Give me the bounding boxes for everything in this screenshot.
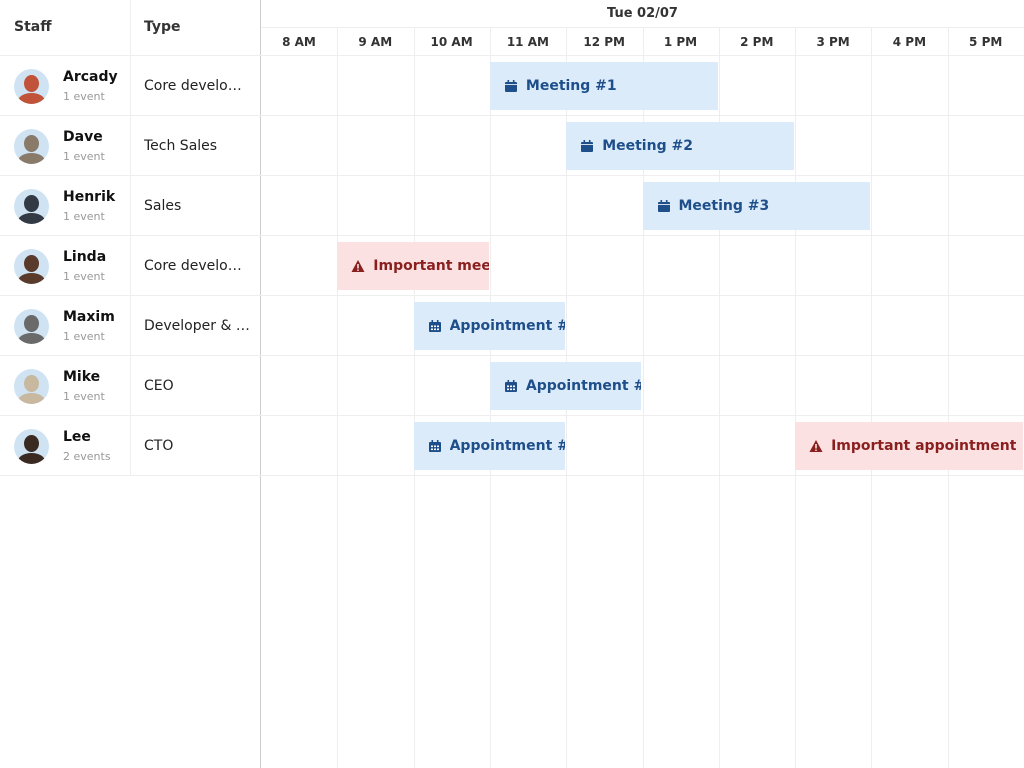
- staff-name: Lee: [63, 429, 91, 445]
- avatar-head: [24, 435, 39, 452]
- event-icon: [657, 200, 670, 212]
- event-icon: [809, 440, 823, 452]
- event-title: Appointment #: [525, 378, 642, 394]
- avatar-head: [24, 255, 39, 272]
- row-line: [0, 115, 1024, 116]
- avatar-head: [24, 375, 39, 392]
- row-line: [0, 415, 1024, 416]
- event[interactable]: Meeting #2: [566, 122, 795, 170]
- staff-name: Arcady: [63, 69, 118, 85]
- event-title: Important appointment: [831, 438, 1017, 454]
- grid-column-line: [337, 28, 339, 768]
- staff-header: Staff: [14, 19, 52, 35]
- row-line: [0, 175, 1024, 176]
- event[interactable]: Appointment #: [413, 422, 566, 470]
- avatar: [14, 249, 49, 284]
- avatar-body: [18, 153, 45, 164]
- staff-type: Core develo…: [144, 78, 242, 94]
- avatar: [14, 309, 49, 344]
- row-line: [0, 295, 1024, 296]
- event-count: 1 event: [63, 210, 105, 223]
- event-count: 1 event: [63, 270, 105, 283]
- event-title: Appointment #: [449, 318, 566, 334]
- avatar-body: [18, 93, 45, 104]
- grid-column-line: [642, 28, 644, 768]
- event-title: Appointment #: [449, 438, 566, 454]
- hour-label: 3 PM: [816, 35, 850, 49]
- grid-column-line: [871, 28, 873, 768]
- event-title: Meeting #1: [525, 78, 617, 94]
- hour-label: 12 PM: [583, 35, 625, 49]
- staff-name: Henrik: [63, 189, 116, 205]
- event-icon: [581, 140, 594, 152]
- header-line: [261, 27, 1024, 28]
- hour-label: 8 AM: [282, 35, 316, 49]
- header-line: [0, 55, 1024, 56]
- event-count: 1 event: [63, 330, 105, 343]
- staff-name: Maxim: [63, 309, 115, 325]
- avatar-head: [24, 195, 39, 212]
- hour-label: 10 AM: [430, 35, 473, 49]
- grid-column-line: [947, 28, 949, 768]
- staff-type: Core develo…: [144, 258, 242, 274]
- avatar: [14, 369, 49, 404]
- row-line: [0, 475, 1024, 476]
- avatar-body: [18, 453, 45, 464]
- event-count: 1 event: [63, 390, 105, 403]
- avatar: [14, 429, 49, 464]
- event-icon: [428, 440, 441, 452]
- event-icon: [504, 380, 517, 392]
- event-title: Important mee: [373, 258, 489, 274]
- type-header: Type: [144, 19, 181, 35]
- staff-type: CTO: [144, 438, 174, 454]
- avatar: [14, 189, 49, 224]
- event-icon: [428, 320, 441, 332]
- event[interactable]: Appointment #: [489, 362, 642, 410]
- event-title: Meeting #3: [678, 198, 770, 214]
- event[interactable]: Meeting #1: [489, 62, 718, 110]
- event-count: 1 event: [63, 150, 105, 163]
- event-title: Meeting #2: [602, 138, 693, 154]
- event[interactable]: Appointment #: [413, 302, 566, 350]
- event-icon: [504, 80, 517, 92]
- column-divider: [130, 0, 131, 476]
- event[interactable]: Important mee: [337, 242, 489, 290]
- event-count: 2 events: [63, 450, 111, 463]
- event[interactable]: Meeting #3: [642, 182, 871, 230]
- staff-name: Dave: [63, 129, 103, 145]
- date-header: Tue 02/07: [607, 6, 678, 21]
- staff-type: Sales: [144, 198, 182, 214]
- avatar-head: [24, 75, 39, 92]
- avatar-body: [18, 333, 45, 344]
- avatar: [14, 129, 49, 164]
- grid-column-line: [795, 28, 797, 768]
- hour-label: 11 AM: [506, 35, 549, 49]
- avatar-head: [24, 315, 39, 332]
- event-count: 1 event: [63, 90, 105, 103]
- avatar-head: [24, 135, 39, 152]
- panel-divider: [260, 0, 261, 768]
- grid-column-line: [413, 28, 415, 768]
- avatar-body: [18, 213, 45, 224]
- hour-label: 9 AM: [358, 35, 393, 49]
- event[interactable]: Important appointment: [795, 422, 1023, 470]
- hour-label: 4 PM: [892, 35, 927, 49]
- grid-column-line: [718, 28, 720, 768]
- staff-name: Mike: [63, 369, 101, 385]
- avatar: [14, 69, 49, 104]
- hour-label: 1 PM: [663, 35, 698, 49]
- hour-label: 5 PM: [969, 35, 1003, 49]
- avatar-body: [18, 393, 45, 404]
- staff-type: Developer & …: [144, 318, 250, 334]
- row-line: [0, 235, 1024, 236]
- avatar-body: [18, 273, 45, 284]
- hour-label: 2 PM: [740, 35, 774, 49]
- staff-type: Tech Sales: [144, 138, 218, 154]
- row-line: [0, 355, 1024, 356]
- event-icon: [351, 260, 365, 272]
- staff-name: Linda: [63, 249, 107, 265]
- staff-type: CEO: [144, 378, 174, 394]
